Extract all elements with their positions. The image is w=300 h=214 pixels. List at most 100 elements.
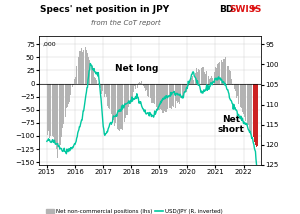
Bar — [139, 82, 140, 83]
Text: ,000: ,000 — [43, 42, 56, 47]
Bar — [97, 79, 98, 83]
Bar — [54, 83, 55, 141]
Bar — [86, 50, 87, 83]
Bar — [113, 83, 114, 120]
Bar — [204, 72, 205, 83]
Bar — [47, 83, 48, 135]
Bar — [76, 66, 77, 83]
Bar — [106, 83, 107, 97]
Bar — [231, 79, 232, 83]
Bar — [58, 83, 59, 149]
Bar — [93, 69, 94, 83]
Bar — [193, 74, 194, 83]
Bar — [240, 83, 241, 107]
Bar — [223, 59, 224, 83]
Bar — [68, 83, 69, 104]
Bar — [74, 79, 75, 83]
Bar — [67, 83, 68, 107]
Bar — [60, 83, 61, 145]
Bar — [254, 83, 255, 142]
Legend: Net non-commercial positions (lhs), USD/JPY (R, inverted): Net non-commercial positions (lhs), USD/… — [44, 207, 225, 214]
Bar — [128, 83, 129, 107]
Bar — [235, 83, 236, 91]
Bar — [164, 83, 165, 111]
Text: Net long: Net long — [115, 64, 158, 73]
Bar — [229, 70, 230, 83]
Bar — [105, 83, 106, 94]
Bar — [79, 51, 80, 83]
Bar — [183, 83, 184, 95]
Bar — [177, 83, 178, 103]
Bar — [92, 66, 93, 83]
Bar — [230, 71, 231, 83]
Bar — [239, 83, 240, 109]
Bar — [83, 50, 84, 83]
Bar — [136, 83, 137, 88]
Bar — [78, 57, 79, 83]
Bar — [249, 83, 250, 130]
Bar — [159, 83, 160, 110]
Bar — [145, 83, 146, 91]
Bar — [187, 83, 188, 86]
Bar — [62, 83, 63, 128]
Bar — [165, 83, 166, 112]
Bar — [154, 83, 155, 104]
Bar — [75, 77, 76, 83]
Bar — [162, 83, 163, 113]
Bar — [56, 83, 57, 149]
Bar — [153, 83, 154, 103]
Text: from the CoT report: from the CoT report — [91, 20, 161, 26]
Bar — [176, 83, 177, 101]
Bar — [208, 75, 209, 83]
Bar — [224, 59, 225, 83]
Bar — [218, 63, 219, 83]
Bar — [70, 83, 71, 95]
Bar — [185, 83, 186, 92]
Bar — [194, 71, 195, 83]
Bar — [207, 74, 208, 83]
Bar — [169, 83, 170, 107]
Text: Net
short: Net short — [218, 115, 244, 134]
Bar — [137, 83, 138, 88]
Bar — [257, 83, 258, 146]
Bar — [114, 83, 115, 126]
Bar — [236, 83, 237, 98]
Bar — [163, 83, 164, 113]
Bar — [48, 83, 49, 131]
Bar — [46, 83, 47, 132]
Bar — [247, 83, 248, 124]
Bar — [161, 83, 162, 110]
Text: BD: BD — [219, 5, 233, 14]
Bar — [77, 59, 78, 83]
Bar — [192, 76, 193, 83]
Bar — [120, 83, 121, 129]
Bar — [52, 83, 53, 134]
Bar — [117, 83, 118, 129]
Bar — [49, 83, 50, 138]
Bar — [186, 83, 187, 92]
Bar — [129, 83, 130, 110]
Bar — [184, 83, 185, 92]
Bar — [209, 79, 210, 83]
Bar — [123, 83, 124, 125]
Bar — [101, 83, 102, 94]
Bar — [158, 83, 159, 110]
Bar — [119, 83, 120, 131]
Bar — [243, 83, 244, 114]
Bar — [214, 71, 215, 83]
Bar — [250, 83, 251, 131]
Bar — [217, 64, 218, 83]
Bar — [94, 77, 95, 83]
Bar — [151, 83, 152, 103]
Bar — [103, 83, 104, 91]
Bar — [111, 83, 112, 114]
Bar — [132, 83, 133, 98]
Bar — [88, 57, 89, 83]
Bar — [82, 52, 83, 83]
Bar — [95, 78, 96, 83]
Bar — [134, 83, 135, 86]
Bar — [108, 83, 109, 108]
Bar — [221, 60, 222, 83]
Bar — [125, 83, 126, 118]
Bar — [198, 68, 199, 83]
